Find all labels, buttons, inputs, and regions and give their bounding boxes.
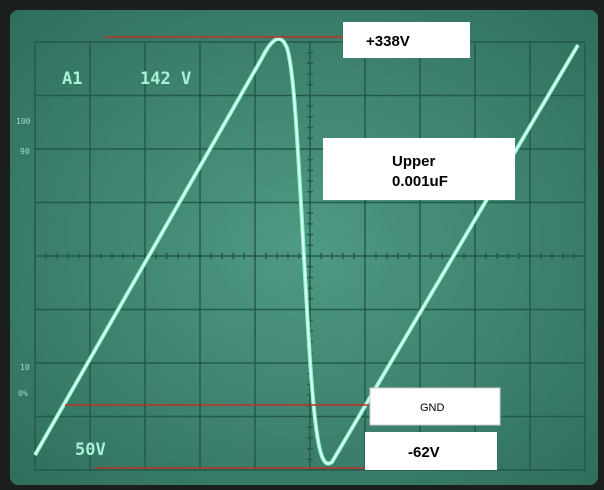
volts-div-readout: 50V [75, 440, 106, 460]
oscilloscope-photo: A1 142 V 50V 100 90 10 0% +338V Upper 0.… [0, 0, 604, 490]
channel-readout: A1 [62, 69, 82, 89]
percent-mark: 10 [20, 363, 30, 372]
percent-mark: 90 [20, 147, 30, 156]
percent-mark: 0% [18, 389, 28, 398]
percent-mark: 100 [16, 117, 31, 126]
ground-label: GND [420, 402, 445, 414]
minimum-label: -62V [408, 444, 440, 461]
peak-label: +338V [366, 33, 410, 50]
scale-readout: 142 V [140, 69, 191, 89]
capacitor-label: 0.001uF [392, 173, 448, 190]
capacitor-label: Upper [392, 153, 436, 170]
